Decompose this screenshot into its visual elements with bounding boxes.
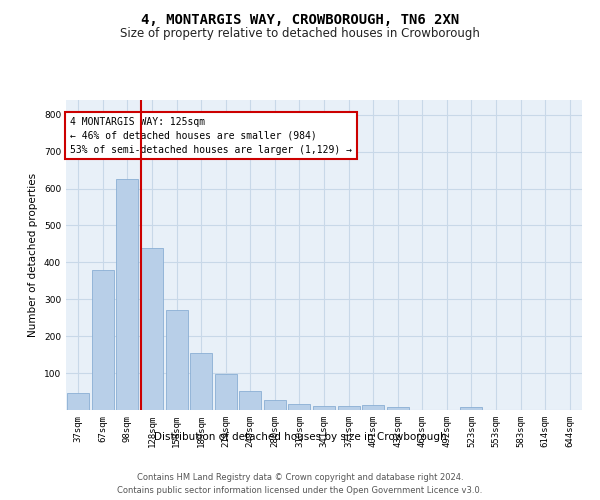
Text: 4, MONTARGIS WAY, CROWBOROUGH, TN6 2XN: 4, MONTARGIS WAY, CROWBOROUGH, TN6 2XN: [141, 12, 459, 26]
Bar: [338, 406, 359, 410]
Bar: [239, 391, 262, 410]
Bar: [92, 270, 114, 410]
Bar: [67, 394, 89, 410]
Bar: [362, 405, 384, 410]
Y-axis label: Number of detached properties: Number of detached properties: [28, 173, 38, 337]
Bar: [116, 180, 139, 410]
Bar: [190, 353, 212, 410]
Bar: [215, 374, 237, 410]
Text: Size of property relative to detached houses in Crowborough: Size of property relative to detached ho…: [120, 28, 480, 40]
Text: Distribution of detached houses by size in Crowborough: Distribution of detached houses by size …: [154, 432, 446, 442]
Bar: [264, 400, 286, 410]
Bar: [460, 408, 482, 410]
Bar: [289, 404, 310, 410]
Text: Contains HM Land Registry data © Crown copyright and database right 2024.
Contai: Contains HM Land Registry data © Crown c…: [118, 472, 482, 494]
Text: 4 MONTARGIS WAY: 125sqm
← 46% of detached houses are smaller (984)
53% of semi-d: 4 MONTARGIS WAY: 125sqm ← 46% of detache…: [70, 116, 352, 154]
Bar: [386, 408, 409, 410]
Bar: [166, 310, 188, 410]
Bar: [313, 406, 335, 410]
Bar: [141, 248, 163, 410]
